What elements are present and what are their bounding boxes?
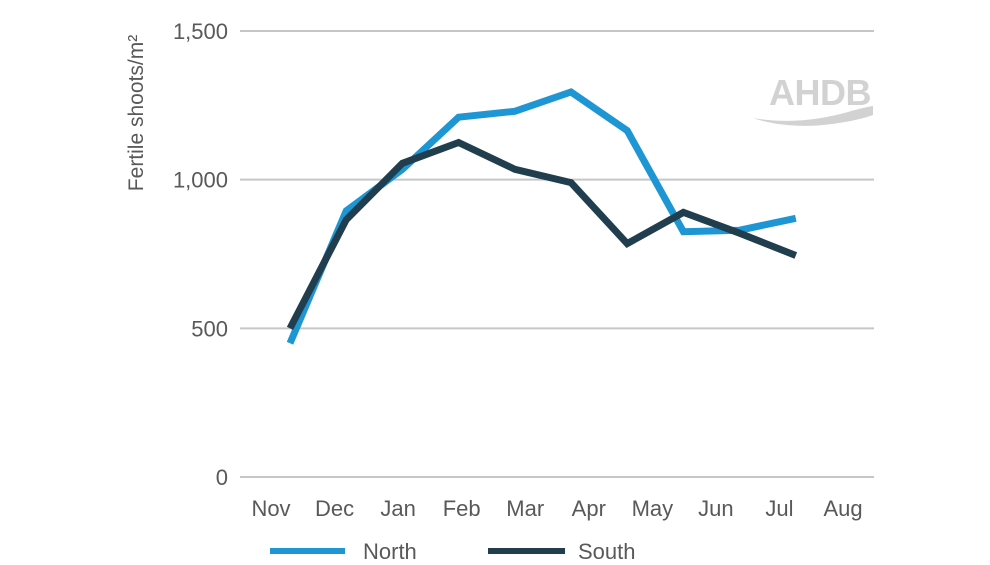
y-tick-label: 0 xyxy=(216,465,228,490)
x-tick-label: Mar xyxy=(506,496,544,521)
x-tick-label: Jul xyxy=(765,496,793,521)
y-axis-title: Fertile shoots/m² xyxy=(125,35,148,191)
x-tick-label: Jan xyxy=(380,496,415,521)
x-tick-label: Aug xyxy=(823,496,862,521)
ahdb-logo-text: AHDB xyxy=(769,72,871,113)
legend-label-south: South xyxy=(578,539,636,564)
ahdb-logo-wave-icon xyxy=(753,106,873,126)
x-tick-label: Jun xyxy=(698,496,733,521)
y-tick-label: 1,000 xyxy=(173,168,228,193)
legend-label-north: North xyxy=(363,539,417,564)
x-tick-label: Feb xyxy=(443,496,481,521)
y-tick-label: 500 xyxy=(191,316,228,341)
x-tick-label: Nov xyxy=(251,496,290,521)
x-tick-label: Apr xyxy=(572,496,606,521)
y-tick-label: 1,500 xyxy=(173,19,228,44)
series-line-south xyxy=(286,138,798,330)
x-tick-label: Dec xyxy=(315,496,354,521)
series-line-north xyxy=(286,88,797,345)
x-tick-label: May xyxy=(632,496,674,521)
